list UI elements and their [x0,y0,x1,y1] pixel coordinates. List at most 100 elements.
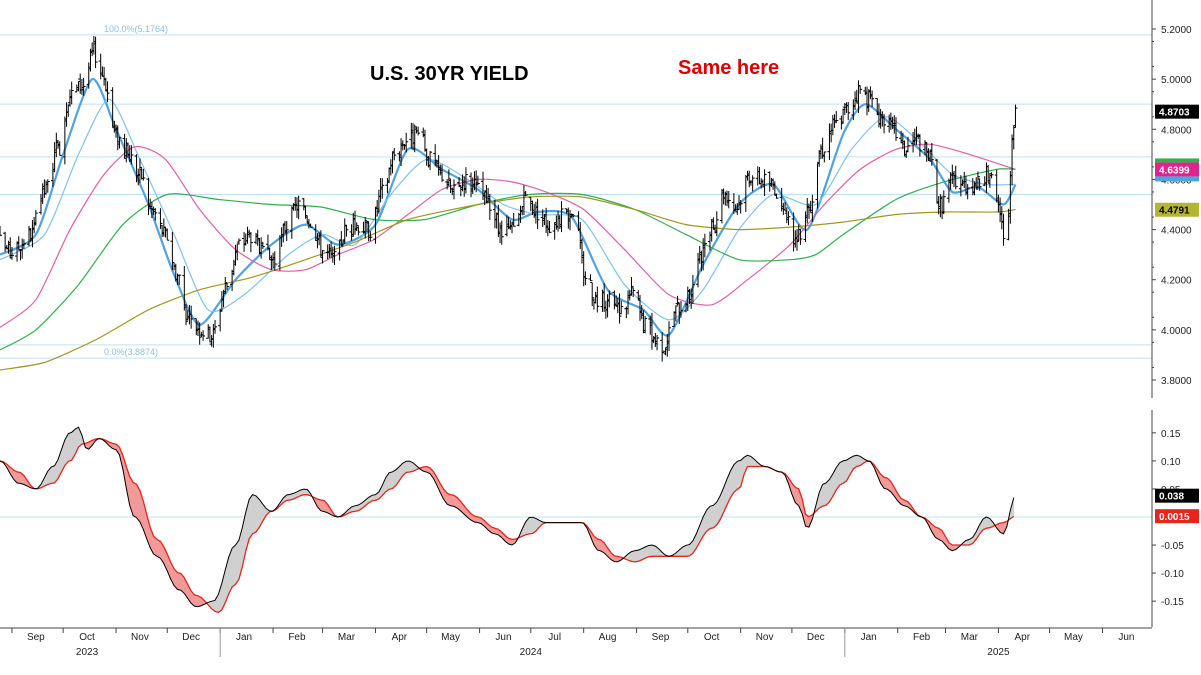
value-badge: 0.0015 [1155,509,1199,524]
price-bar [786,211,791,226]
value-badge: 0.038 [1155,488,1199,503]
price-bar [882,114,887,134]
price-bar [339,231,344,247]
price-bar [762,169,767,196]
price-bar [404,132,409,153]
price-bar [451,179,456,200]
y-tick-label: 4.4000 [1161,226,1192,237]
price-bar [894,117,898,141]
price-bar [81,77,86,96]
price-bar [33,210,38,226]
price-bar [629,277,634,296]
price-bar [137,158,142,183]
price-bar [213,319,218,334]
spread-fill [194,594,199,607]
price-bar [834,111,839,124]
price-bar [667,321,672,352]
price-bar [165,228,170,241]
price-bar [248,231,253,253]
price-bar [463,167,468,194]
price-bar [201,330,206,341]
spread-fill [156,539,161,559]
x-month-label: Apr [1015,632,1031,643]
price-bar [846,101,851,121]
y-tick-label: -0.10 [1161,569,1184,580]
x-month-label: Dec [182,632,200,643]
spread-fill [634,549,639,563]
price-bar [260,241,265,250]
price-bar [643,316,648,334]
price-bar [440,164,445,182]
spread-fill [252,494,257,535]
price-bar [678,301,683,318]
x-month-label: Mar [961,632,979,643]
spread-fill [713,501,718,529]
x-month-label: Jul [548,632,561,643]
spread-fill [856,454,861,467]
spread-fill [68,431,72,462]
price-bar [738,200,743,214]
spread-fill [388,471,393,490]
price-bar [308,223,313,228]
price-bar [392,148,397,161]
chart-title: U.S. 30YR YIELD [370,63,529,85]
price-bar [631,287,636,298]
price-bar [1013,104,1018,128]
x-month-label: Jun [1118,632,1134,643]
x-month-label: Feb [288,632,306,643]
x-year-label: 2025 [987,647,1010,658]
x-month-label: Jun [495,632,511,643]
price-bar [673,305,678,322]
price-bar [184,304,189,326]
x-month-label: Oct [79,632,95,643]
svg-text:4.8703: 4.8703 [1159,108,1190,119]
price-bar [446,169,451,187]
spread-fill [747,454,752,467]
x-month-label: Aug [599,632,617,643]
price-bar [487,193,492,220]
price-bar [499,220,504,245]
x-month-label: May [441,632,460,643]
spread-fill [883,476,888,490]
svg-text:0.038: 0.038 [1159,492,1184,503]
spread-fill [405,460,410,473]
price-bar [45,179,50,193]
axes: 5.20005.00004.80004.60004.40004.20004.00… [0,0,1192,658]
spread-fill [235,539,240,586]
annotation-text: Same here [678,57,779,79]
price-bar [547,221,552,234]
price-bar [798,228,803,245]
price-bar [870,90,875,108]
price-bar [475,175,480,186]
badge-accent-green [1155,158,1199,163]
svg-text:4.6399: 4.6399 [1159,165,1190,176]
spread-fill [231,544,236,588]
value-badge: 4.4791 [1155,202,1199,217]
fibonacci-levels: 100.0%(5.1764) 0.0%(3.8874) [0,24,1152,359]
spread-fill [822,482,827,507]
price-bar [303,206,308,219]
price-bar [236,238,241,245]
price-bar [1011,125,1016,150]
price-bar [189,305,194,329]
spread-fill [648,544,653,558]
signal-line [0,437,1015,614]
price-bar [590,282,595,307]
spread-fill [842,459,847,484]
price-bar [129,145,134,165]
y-tick-label: 4.8000 [1161,125,1192,136]
spread-fill [631,550,636,563]
x-month-label: Sep [652,632,670,643]
price-bar [428,150,433,171]
value-badge: 4.8703 [1155,104,1199,119]
spread-fill [651,544,656,557]
price-bar [523,190,528,197]
price-bar [272,251,277,271]
svg-text:0.0015: 0.0015 [1159,512,1190,523]
price-bar [354,222,359,232]
price-bar [177,274,182,286]
price-bar [619,300,624,315]
price-bar [822,151,827,163]
spread-fill [839,460,844,486]
price-bar [905,136,910,153]
